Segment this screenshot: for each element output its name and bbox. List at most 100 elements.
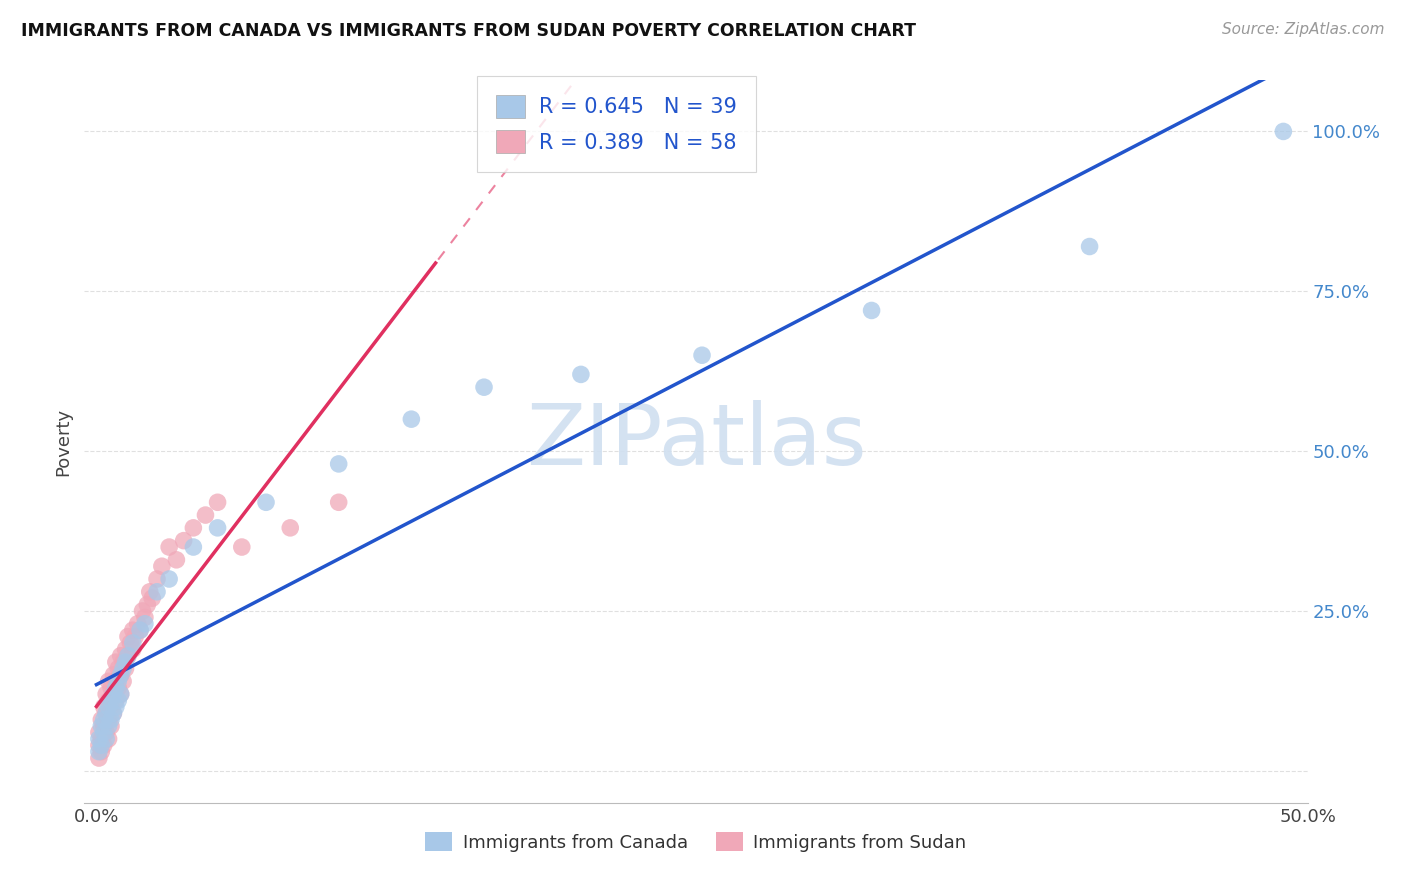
Point	[104, 693, 127, 707]
Point	[104, 674, 127, 689]
Point	[87, 745, 110, 759]
Point	[183, 540, 205, 554]
Point	[141, 591, 163, 606]
Point	[1078, 239, 1101, 253]
Point	[114, 661, 136, 675]
Point	[97, 719, 120, 733]
Point	[328, 457, 350, 471]
Point	[157, 540, 180, 554]
Point	[165, 553, 187, 567]
Point	[87, 731, 110, 746]
Point	[150, 559, 173, 574]
Text: IMMIGRANTS FROM CANADA VS IMMIGRANTS FROM SUDAN POVERTY CORRELATION CHART: IMMIGRANTS FROM CANADA VS IMMIGRANTS FRO…	[21, 22, 917, 40]
Point	[117, 648, 139, 663]
Point	[93, 713, 115, 727]
Point	[107, 674, 129, 689]
Point	[112, 674, 135, 689]
Point	[93, 725, 115, 739]
Point	[107, 681, 129, 695]
Point	[107, 693, 129, 707]
Point	[112, 655, 135, 669]
Point	[103, 687, 125, 701]
Point	[121, 623, 143, 637]
Point	[129, 623, 152, 637]
Point	[93, 738, 115, 752]
Point	[90, 719, 112, 733]
Point	[96, 687, 118, 701]
Point	[97, 693, 120, 707]
Point	[254, 495, 277, 509]
Point	[134, 610, 156, 624]
Point	[90, 731, 112, 746]
Point	[136, 598, 159, 612]
Y-axis label: Poverty: Poverty	[55, 408, 73, 475]
Point	[100, 719, 122, 733]
Point	[93, 699, 115, 714]
Point	[121, 642, 143, 657]
Point	[127, 616, 149, 631]
Point	[110, 687, 132, 701]
Point	[157, 572, 180, 586]
Point	[110, 668, 132, 682]
Legend: Immigrants from Canada, Immigrants from Sudan: Immigrants from Canada, Immigrants from …	[418, 825, 974, 859]
Point	[90, 745, 112, 759]
Point	[117, 630, 139, 644]
Point	[90, 738, 112, 752]
Point	[114, 655, 136, 669]
Point	[401, 412, 423, 426]
Point	[103, 706, 125, 721]
Point	[103, 687, 125, 701]
Point	[278, 521, 301, 535]
Point	[110, 668, 132, 682]
Point	[96, 706, 118, 721]
Point	[139, 584, 162, 599]
Point	[1272, 124, 1295, 138]
Point	[107, 661, 129, 675]
Point	[183, 521, 205, 535]
Point	[328, 495, 350, 509]
Point	[100, 699, 122, 714]
Point	[207, 495, 229, 509]
Point	[114, 642, 136, 657]
Point	[110, 687, 132, 701]
Point	[472, 380, 495, 394]
Point	[112, 661, 135, 675]
Point	[87, 751, 110, 765]
Point	[860, 303, 883, 318]
Point	[104, 655, 127, 669]
Point	[100, 713, 122, 727]
Point	[87, 725, 110, 739]
Point	[96, 725, 118, 739]
Point	[131, 604, 153, 618]
Point	[97, 699, 120, 714]
Point	[194, 508, 217, 522]
Point	[569, 368, 592, 382]
Point	[104, 681, 127, 695]
Point	[97, 674, 120, 689]
Point	[129, 623, 152, 637]
Point	[103, 706, 125, 721]
Point	[104, 699, 127, 714]
Text: ZIPatlas: ZIPatlas	[526, 400, 866, 483]
Point	[117, 648, 139, 663]
Point	[96, 731, 118, 746]
Text: Source: ZipAtlas.com: Source: ZipAtlas.com	[1222, 22, 1385, 37]
Point	[146, 572, 169, 586]
Point	[96, 706, 118, 721]
Point	[124, 630, 146, 644]
Point	[97, 713, 120, 727]
Point	[207, 521, 229, 535]
Point	[97, 731, 120, 746]
Point	[121, 636, 143, 650]
Point	[100, 681, 122, 695]
Point	[100, 693, 122, 707]
Point	[110, 648, 132, 663]
Point	[90, 713, 112, 727]
Point	[87, 738, 110, 752]
Point	[134, 616, 156, 631]
Point	[690, 348, 713, 362]
Point	[120, 636, 142, 650]
Point	[93, 719, 115, 733]
Point	[231, 540, 253, 554]
Point	[173, 533, 195, 548]
